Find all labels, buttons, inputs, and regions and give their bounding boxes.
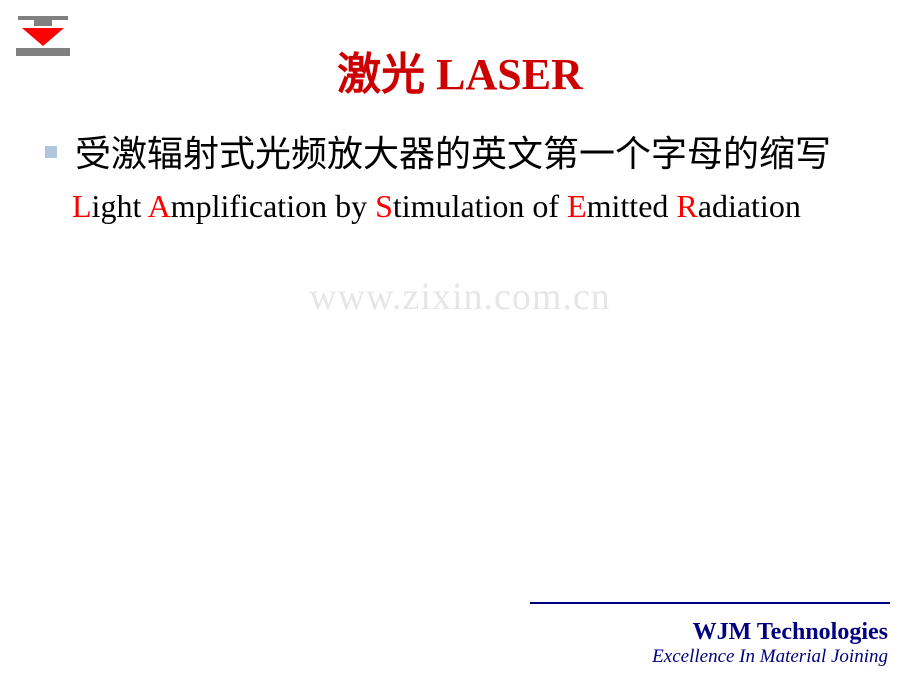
footer-company: WJM Technologies (652, 619, 888, 646)
word-ight: ight (92, 188, 148, 224)
word-adiation: adiation (698, 188, 801, 224)
footer-tagline: Excellence In Material Joining (652, 646, 888, 668)
word-timulation-of: timulation of (393, 188, 567, 224)
bullet-item: 受激辐射式光频放大器的英文第一个字母的缩写 (45, 130, 865, 179)
red-letter-r: R (676, 188, 697, 224)
red-letter-e: E (567, 188, 587, 224)
word-mplification-by: mplification by (171, 188, 375, 224)
acronym-text: Light Amplification by Stimulation of Em… (72, 185, 865, 228)
footer: WJM Technologies Excellence In Material … (652, 619, 888, 668)
watermark-text: www.zixin.com.cn (0, 275, 920, 319)
bullet-text: 受激辐射式光频放大器的英文第一个字母的缩写 (75, 130, 865, 179)
red-letter-a: A (148, 188, 171, 224)
slide: 激光 LASER 受激辐射式光频放大器的英文第一个字母的缩写 Light Amp… (0, 0, 920, 690)
red-letter-s: S (375, 188, 393, 224)
logo-upper-shape (18, 16, 68, 26)
slide-body: 受激辐射式光频放大器的英文第一个字母的缩写 Light Amplificatio… (45, 130, 865, 228)
bullet-icon (45, 146, 57, 158)
slide-title-container: 激光 LASER (0, 38, 920, 102)
slide-title: 激光 LASER (337, 50, 583, 99)
red-letter-l: L (72, 188, 92, 224)
word-mitted: mitted (587, 188, 677, 224)
footer-divider (530, 602, 890, 604)
